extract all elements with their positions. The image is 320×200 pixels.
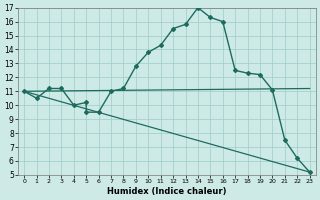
X-axis label: Humidex (Indice chaleur): Humidex (Indice chaleur) [107,187,227,196]
